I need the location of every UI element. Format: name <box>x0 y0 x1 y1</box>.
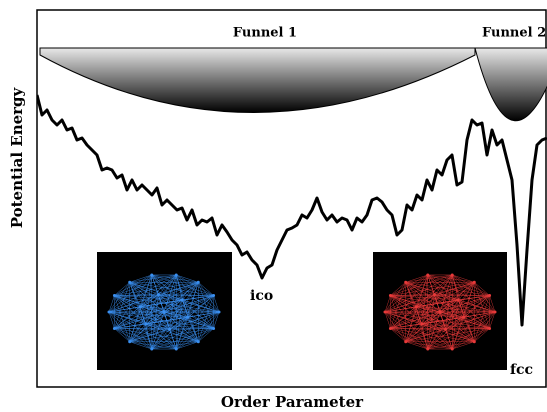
cluster-atom <box>128 340 131 343</box>
cluster-atom <box>444 328 447 331</box>
cluster-atom <box>212 294 215 297</box>
cluster-atom <box>439 311 442 314</box>
cluster-atom <box>457 298 460 301</box>
cluster-atom <box>139 305 142 308</box>
cluster-atom <box>420 323 423 326</box>
cluster-atom <box>150 348 153 351</box>
cluster-atom <box>150 273 153 276</box>
chart: Funnel 1 Funnel 2 ico fcc Order Paramete… <box>0 0 547 412</box>
cluster-atom <box>128 281 131 284</box>
cluster-atom <box>163 311 166 314</box>
cluster-atom <box>451 273 454 276</box>
cluster-atom <box>433 293 436 296</box>
cluster-atom <box>175 348 178 351</box>
cluster-atom <box>197 281 200 284</box>
funnel-label: Funnel 2 <box>482 26 546 41</box>
cluster-atom <box>212 327 215 330</box>
y-axis-label: Potential Energy <box>8 86 26 228</box>
cluster-atom <box>181 298 184 301</box>
cluster-atom <box>426 348 429 351</box>
cluster-atom <box>175 273 178 276</box>
cluster-atom <box>488 294 491 297</box>
annotation: ico <box>250 288 273 304</box>
cluster-atom <box>473 281 476 284</box>
cluster-atom <box>168 328 171 331</box>
cluster-atom <box>451 348 454 351</box>
funnels <box>40 48 547 121</box>
cluster-atom <box>384 311 387 314</box>
cluster-atom <box>144 323 147 326</box>
cluster-atom <box>389 327 392 330</box>
cluster-atom <box>404 340 407 343</box>
cluster-atom <box>415 305 418 308</box>
cluster-atom <box>389 294 392 297</box>
cluster-atom <box>157 293 160 296</box>
x-axis-label: Order Parameter <box>221 393 364 411</box>
funnel-2 <box>475 48 547 121</box>
cluster-atom <box>218 311 221 314</box>
annotation: fcc <box>510 362 533 378</box>
cluster-atom <box>186 316 189 319</box>
cluster-atom <box>488 327 491 330</box>
cluster-atom <box>462 316 465 319</box>
cluster-atom <box>113 327 116 330</box>
cluster-atom <box>426 273 429 276</box>
funnel-1 <box>40 48 475 113</box>
cluster-atom <box>494 311 497 314</box>
cluster-atom <box>404 281 407 284</box>
cluster-atom <box>113 294 116 297</box>
cluster-atom <box>108 311 111 314</box>
cluster-atom <box>197 340 200 343</box>
cluster-atom <box>473 340 476 343</box>
funnel-label: Funnel 1 <box>233 26 297 41</box>
